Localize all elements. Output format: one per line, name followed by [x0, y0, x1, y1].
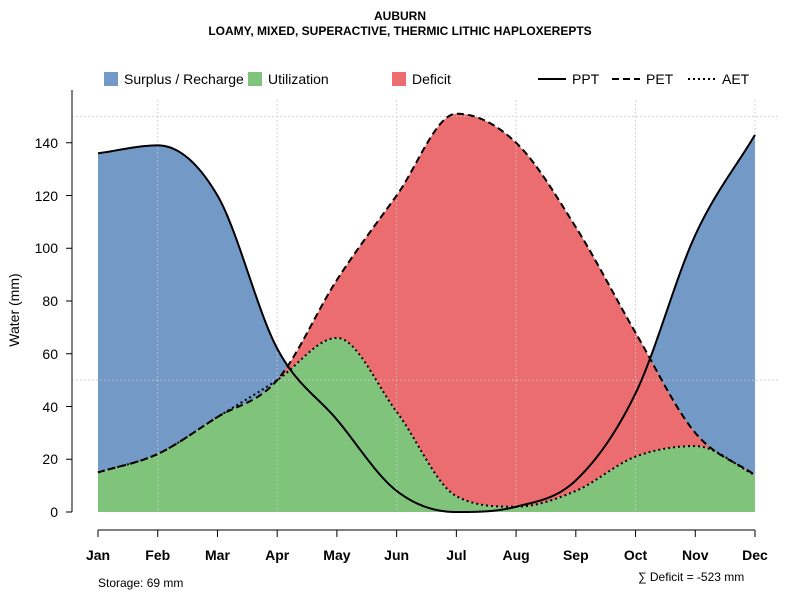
x-tick-label: Sep: [562, 547, 589, 563]
deficit-note: ∑ Deficit = -523 mm: [638, 570, 745, 584]
legend-surplus-label: Surplus / Recharge: [124, 71, 244, 87]
x-tick-label: Jul: [446, 547, 467, 563]
chart-title: AUBURN: [374, 9, 426, 23]
x-tick-label: Aug: [502, 547, 530, 563]
x-tick-label: Dec: [742, 547, 768, 563]
y-tick-label: 20: [42, 451, 58, 468]
y-tick-label: 60: [42, 345, 58, 362]
x-tick-label: Jun: [384, 547, 410, 563]
legend-utilization-label: Utilization: [268, 71, 329, 87]
legend-ppt-line: [538, 78, 566, 80]
x-tick-label: Jan: [85, 547, 111, 563]
x-tick-label: Mar: [205, 547, 230, 563]
chart-subtitle: LOAMY, MIXED, SUPERACTIVE, THERMIC LITHI…: [208, 24, 592, 38]
legend-surplus-swatch: [104, 72, 118, 86]
legend-deficit: Deficit: [392, 71, 451, 87]
axes-layer: [66, 90, 756, 537]
legend-surplus: Surplus / Recharge: [104, 71, 244, 87]
surplus-area: [98, 113, 755, 476]
x-tick-label: May: [323, 547, 351, 563]
legend-pet-line: [612, 78, 640, 80]
x-tick-label: Feb: [145, 547, 171, 563]
grid-layer: [72, 100, 780, 512]
aet-line: [97, 336, 756, 508]
legend-utilization: Utilization: [248, 71, 329, 87]
area-layer: [98, 113, 755, 512]
deficit-area: [98, 113, 755, 507]
y-tick-label: 120: [34, 187, 58, 204]
legend-aet-line: [688, 78, 716, 80]
x-tick-label: Oct: [623, 547, 648, 563]
y-tick-label: 80: [42, 293, 58, 309]
legend-utilization-swatch: [248, 72, 262, 86]
legend-aet: AET: [688, 71, 749, 87]
x-tick-label: Apr: [265, 547, 290, 563]
y-axis-title: Water (mm): [6, 273, 22, 347]
y-tick-label: 100: [34, 240, 58, 257]
legend-deficit-swatch: [392, 72, 406, 86]
y-tick-label: 40: [42, 398, 58, 415]
line-layer: [97, 112, 756, 513]
storage-note: Storage: 69 mm: [98, 576, 184, 590]
legend-pet-label: PET: [646, 71, 674, 87]
legend-pet: PET: [612, 71, 673, 87]
legend-ppt-label: PPT: [572, 71, 600, 87]
legend-aet-label: AET: [722, 71, 750, 87]
ppt-line: [97, 134, 756, 513]
x-tick-label: Nov: [682, 547, 709, 563]
y-tick-label: 140: [34, 134, 58, 151]
utilization-area: [98, 337, 755, 512]
y-tick-label: 0: [50, 504, 58, 520]
legend-ppt: PPT: [538, 71, 599, 87]
legend-deficit-label: Deficit: [412, 71, 451, 87]
